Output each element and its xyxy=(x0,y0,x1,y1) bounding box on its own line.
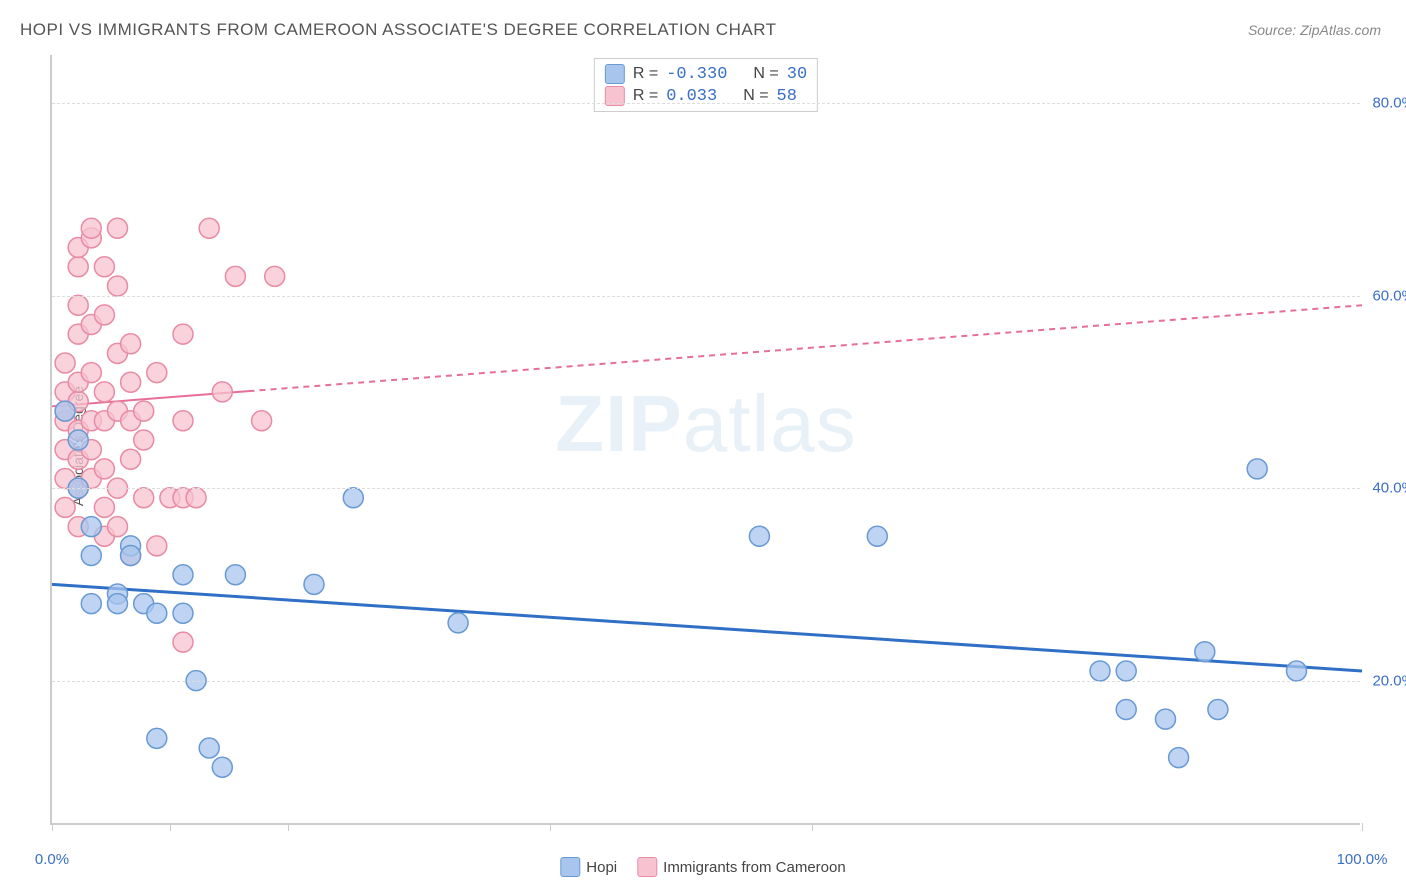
data-point xyxy=(147,363,167,383)
data-point xyxy=(55,497,75,517)
x-tick xyxy=(170,823,171,831)
data-point xyxy=(1169,748,1189,768)
data-point xyxy=(225,565,245,585)
data-point xyxy=(199,738,219,758)
legend-swatch-icon xyxy=(605,64,625,84)
data-point xyxy=(448,613,468,633)
data-point xyxy=(252,411,272,431)
data-point xyxy=(121,546,141,566)
series-label: Immigrants from Cameroon xyxy=(663,859,846,876)
x-tick xyxy=(550,823,551,831)
y-tick-label: 80.0% xyxy=(1372,95,1406,112)
data-point xyxy=(186,488,206,508)
data-point xyxy=(304,574,324,594)
legend-row: R = -0.330 N = 30 xyxy=(605,63,807,85)
data-point xyxy=(867,526,887,546)
gridline xyxy=(52,488,1360,489)
legend-swatch-icon xyxy=(637,857,657,877)
data-point xyxy=(147,603,167,623)
data-point xyxy=(134,430,154,450)
data-point xyxy=(55,353,75,373)
data-point xyxy=(173,411,193,431)
gridline xyxy=(52,103,1360,104)
data-point xyxy=(1195,642,1215,662)
data-point xyxy=(81,546,101,566)
trend-line-dashed xyxy=(249,305,1363,391)
y-tick-label: 60.0% xyxy=(1372,287,1406,304)
series-legend-item: Hopi xyxy=(560,857,617,877)
r-value: -0.330 xyxy=(666,65,727,84)
data-point xyxy=(212,382,232,402)
x-tick-label: 100.0% xyxy=(1337,851,1388,868)
data-point xyxy=(121,372,141,392)
data-point xyxy=(1156,709,1176,729)
x-tick xyxy=(812,823,813,831)
data-point xyxy=(108,218,128,238)
data-point xyxy=(94,459,114,479)
data-point xyxy=(94,257,114,277)
data-point xyxy=(81,594,101,614)
data-point xyxy=(55,401,75,421)
data-point xyxy=(173,565,193,585)
data-point xyxy=(265,266,285,286)
data-point xyxy=(147,536,167,556)
data-point xyxy=(1247,459,1267,479)
series-label: Hopi xyxy=(586,859,617,876)
x-tick-label: 0.0% xyxy=(35,851,69,868)
data-point xyxy=(199,218,219,238)
data-point xyxy=(749,526,769,546)
data-point xyxy=(173,324,193,344)
data-point xyxy=(134,401,154,421)
chart-title: HOPI VS IMMIGRANTS FROM CAMEROON ASSOCIA… xyxy=(20,20,777,40)
data-point xyxy=(343,488,363,508)
data-point xyxy=(1116,700,1136,720)
x-tick xyxy=(1362,823,1363,831)
data-point xyxy=(94,305,114,325)
r-label: R = xyxy=(633,65,658,83)
data-point xyxy=(1116,661,1136,681)
data-point xyxy=(173,632,193,652)
y-tick-label: 20.0% xyxy=(1372,672,1406,689)
x-tick xyxy=(288,823,289,831)
data-point xyxy=(68,430,88,450)
data-point xyxy=(134,488,154,508)
data-point xyxy=(212,757,232,777)
data-point xyxy=(81,218,101,238)
data-point xyxy=(1287,661,1307,681)
data-point xyxy=(173,603,193,623)
data-point xyxy=(81,517,101,537)
data-point xyxy=(147,728,167,748)
chart-plot-area: ZIPatlas R =-0.330N =30R = 0.033N =58 20… xyxy=(50,55,1360,825)
gridline xyxy=(52,681,1360,682)
y-tick-label: 40.0% xyxy=(1372,480,1406,497)
trend-line xyxy=(52,584,1362,671)
series-legend: Hopi Immigrants from Cameroon xyxy=(560,857,845,877)
data-point xyxy=(108,517,128,537)
data-point xyxy=(81,363,101,383)
n-value: 30 xyxy=(787,65,807,84)
data-point xyxy=(121,449,141,469)
data-point xyxy=(108,276,128,296)
n-label: N = xyxy=(753,65,778,83)
data-point xyxy=(1208,700,1228,720)
data-point xyxy=(121,334,141,354)
scatter-svg xyxy=(52,55,1360,823)
series-legend-item: Immigrants from Cameroon xyxy=(637,857,846,877)
data-point xyxy=(68,257,88,277)
source-attribution: Source: ZipAtlas.com xyxy=(1248,22,1381,38)
x-tick xyxy=(52,823,53,831)
data-point xyxy=(108,594,128,614)
data-point xyxy=(94,497,114,517)
gridline xyxy=(52,296,1360,297)
legend-swatch-icon xyxy=(560,857,580,877)
data-point xyxy=(225,266,245,286)
data-point xyxy=(94,382,114,402)
data-point xyxy=(1090,661,1110,681)
data-point xyxy=(68,295,88,315)
